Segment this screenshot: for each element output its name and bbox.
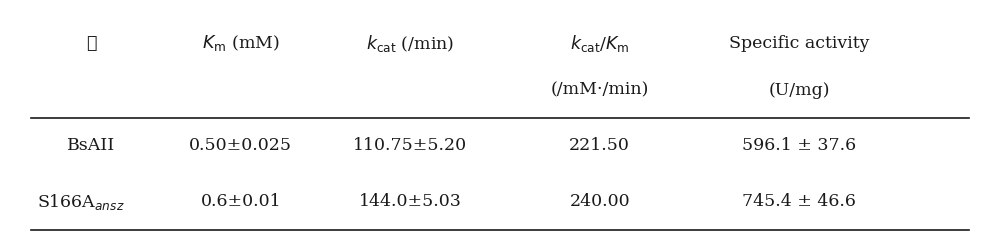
Text: 0.6±0.01: 0.6±0.01 <box>200 194 281 211</box>
Text: BsAII: BsAII <box>67 138 115 155</box>
Text: $\mathit{k}_{\mathrm{cat}}$/$\mathit{K}_{\mathrm{m}}$: $\mathit{k}_{\mathrm{cat}}$/$\mathit{K}_… <box>570 33 629 54</box>
Text: $\mathit{k}_{\mathrm{cat}}$ (/min): $\mathit{k}_{\mathrm{cat}}$ (/min) <box>366 33 454 54</box>
Text: 110.75±5.20: 110.75±5.20 <box>353 138 467 155</box>
Text: 745.4 ± 46.6: 745.4 ± 46.6 <box>742 194 856 211</box>
Text: 144.0±5.03: 144.0±5.03 <box>359 194 462 211</box>
Text: (U/mg): (U/mg) <box>768 81 830 98</box>
Text: 醂: 醂 <box>86 35 96 52</box>
Text: 221.50: 221.50 <box>569 138 630 155</box>
Text: Specific activity: Specific activity <box>729 35 869 52</box>
Text: 0.50±0.025: 0.50±0.025 <box>189 138 292 155</box>
Text: S166A$_{\mathit{ansz}}$: S166A$_{\mathit{ansz}}$ <box>37 192 125 212</box>
Text: (/mM·/min): (/mM·/min) <box>551 81 649 98</box>
Text: $\mathit{K}_{\mathrm{m}}$ (mM): $\mathit{K}_{\mathrm{m}}$ (mM) <box>202 33 280 53</box>
Text: 596.1 ± 37.6: 596.1 ± 37.6 <box>742 138 856 155</box>
Text: 240.00: 240.00 <box>569 194 630 211</box>
